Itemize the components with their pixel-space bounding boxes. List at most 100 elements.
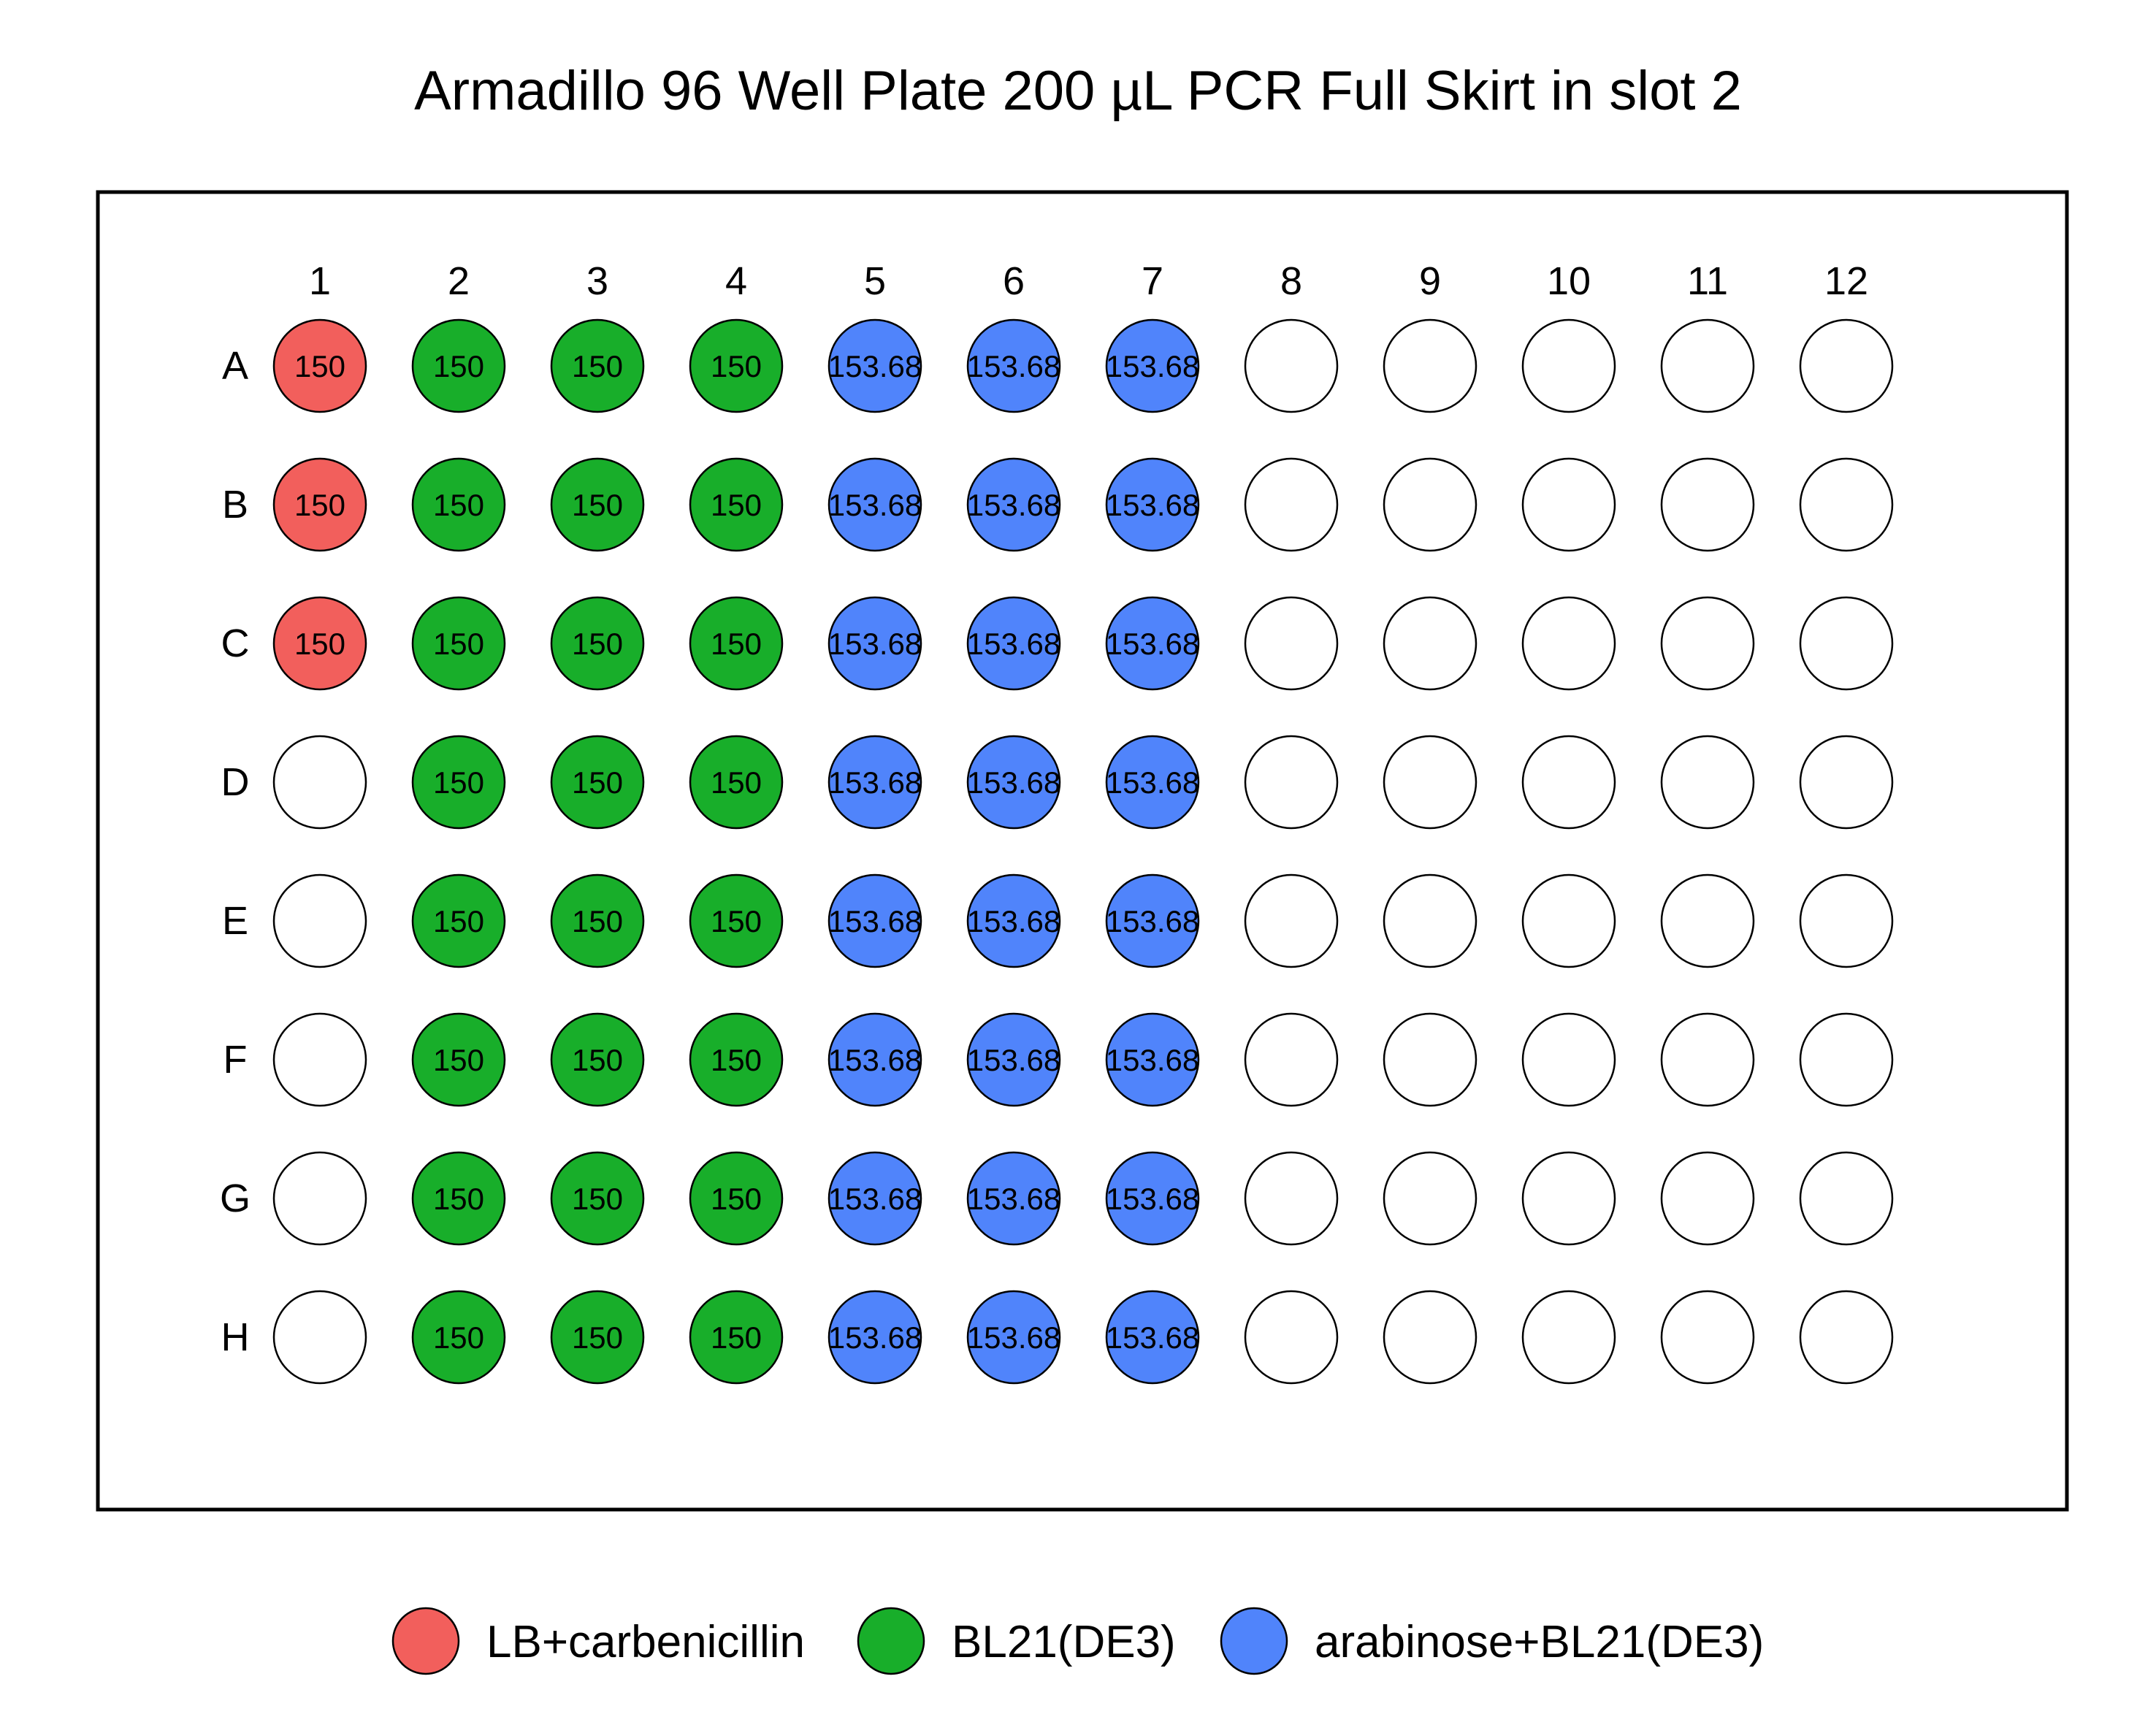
column-label-10: 10 xyxy=(1547,259,1591,303)
well-E1 xyxy=(272,873,367,968)
well-G6 xyxy=(966,1151,1061,1246)
well-G3 xyxy=(550,1151,645,1246)
legend-label-1: LB+carbenicillin xyxy=(486,1617,805,1667)
well-volume-E6: 153.68 xyxy=(967,904,1060,938)
well-G7 xyxy=(1105,1151,1200,1246)
well-B9 xyxy=(1383,457,1478,552)
well-C2 xyxy=(411,596,506,691)
well-H6 xyxy=(966,1290,1061,1385)
well-D5 xyxy=(827,735,922,830)
column-label-7: 7 xyxy=(1142,259,1163,303)
well-grid: 150 150 150 150 153.68 153.68 153.68 150 150 150 1… xyxy=(272,318,1894,1385)
well-D1 xyxy=(272,735,367,830)
well-B7 xyxy=(1105,457,1200,552)
well-volume-C3: 150 xyxy=(572,627,623,661)
legend-swatch-3 xyxy=(1220,1607,1288,1675)
row-label-D: D xyxy=(221,760,250,804)
well-A6 xyxy=(966,318,1061,413)
column-label-4: 4 xyxy=(725,259,747,303)
column-label-9: 9 xyxy=(1419,259,1441,303)
well-volume-C6: 153.68 xyxy=(967,627,1060,661)
well-D10 xyxy=(1521,735,1616,830)
well-F1 xyxy=(272,1012,367,1107)
well-D11 xyxy=(1660,735,1755,830)
well-volume-B3: 150 xyxy=(572,488,623,522)
column-label-2: 2 xyxy=(448,259,470,303)
well-volume-A4: 150 xyxy=(711,349,762,383)
well-G11 xyxy=(1660,1151,1755,1246)
well-D12 xyxy=(1799,735,1894,830)
well-volume-F7: 153.68 xyxy=(1106,1043,1199,1077)
row-label-E: E xyxy=(222,899,248,943)
column-label-3: 3 xyxy=(586,259,608,303)
well-B10 xyxy=(1521,457,1616,552)
well-G10 xyxy=(1521,1151,1616,1246)
column-label-8: 8 xyxy=(1280,259,1302,303)
well-volume-A6: 153.68 xyxy=(967,349,1060,383)
well-F11 xyxy=(1660,1012,1755,1107)
well-volume-D3: 150 xyxy=(572,765,623,800)
well-C11 xyxy=(1660,596,1755,691)
well-volume-G4: 150 xyxy=(711,1182,762,1216)
well-E5 xyxy=(827,873,922,968)
well-G1 xyxy=(272,1151,367,1246)
well-C3 xyxy=(550,596,645,691)
well-volume-E4: 150 xyxy=(711,904,762,938)
well-E11 xyxy=(1660,873,1755,968)
well-volume-E2: 150 xyxy=(433,904,484,938)
well-D6 xyxy=(966,735,1061,830)
well-volume-H5: 153.68 xyxy=(828,1320,922,1355)
well-G2 xyxy=(411,1151,506,1246)
well-H4 xyxy=(689,1290,784,1385)
legend-swatch-1 xyxy=(391,1607,460,1675)
well-H12 xyxy=(1799,1290,1894,1385)
well-volume-A1: 150 xyxy=(294,349,345,383)
well-F2 xyxy=(411,1012,506,1107)
well-volume-E5: 153.68 xyxy=(828,904,922,938)
well-volume-F6: 153.68 xyxy=(967,1043,1060,1077)
well-A9 xyxy=(1383,318,1478,413)
well-A7 xyxy=(1105,318,1200,413)
well-H11 xyxy=(1660,1290,1755,1385)
well-C1 xyxy=(272,596,367,691)
well-volume-C1: 150 xyxy=(294,627,345,661)
well-D4 xyxy=(689,735,784,830)
well-volume-H3: 150 xyxy=(572,1320,623,1355)
well-volume-H6: 153.68 xyxy=(967,1320,1060,1355)
well-volume-F2: 150 xyxy=(433,1043,484,1077)
well-volume-G7: 153.68 xyxy=(1106,1182,1199,1216)
well-C4 xyxy=(689,596,784,691)
well-F6 xyxy=(966,1012,1061,1107)
well-E3 xyxy=(550,873,645,968)
well-E9 xyxy=(1383,873,1478,968)
column-label-1: 1 xyxy=(309,259,331,303)
well-E4 xyxy=(689,873,784,968)
legend-swatch-2 xyxy=(857,1607,925,1675)
well-B4 xyxy=(689,457,784,552)
well-volume-B5: 153.68 xyxy=(828,488,922,522)
well-F4 xyxy=(689,1012,784,1107)
well-H1 xyxy=(272,1290,367,1385)
well-volume-C2: 150 xyxy=(433,627,484,661)
well-volume-A5: 153.68 xyxy=(828,349,922,383)
column-label-11: 11 xyxy=(1687,259,1728,303)
well-volume-B2: 150 xyxy=(433,488,484,522)
well-E12 xyxy=(1799,873,1894,968)
well-volume-B6: 153.68 xyxy=(967,488,1060,522)
well-B5 xyxy=(827,457,922,552)
well-G8 xyxy=(1244,1151,1339,1246)
well-F7 xyxy=(1105,1012,1200,1107)
page-title: Armadillo 96 Well Plate 200 µL PCR Full … xyxy=(414,60,1742,122)
plate-frame xyxy=(96,190,2069,1512)
well-B1 xyxy=(272,457,367,552)
well-volume-D4: 150 xyxy=(711,765,762,800)
well-B11 xyxy=(1660,457,1755,552)
well-A11 xyxy=(1660,318,1755,413)
well-D8 xyxy=(1244,735,1339,830)
well-volume-F5: 153.68 xyxy=(828,1043,922,1077)
well-volume-D5: 153.68 xyxy=(828,765,922,800)
well-C10 xyxy=(1521,596,1616,691)
well-E7 xyxy=(1105,873,1200,968)
well-B2 xyxy=(411,457,506,552)
well-G5 xyxy=(827,1151,922,1246)
